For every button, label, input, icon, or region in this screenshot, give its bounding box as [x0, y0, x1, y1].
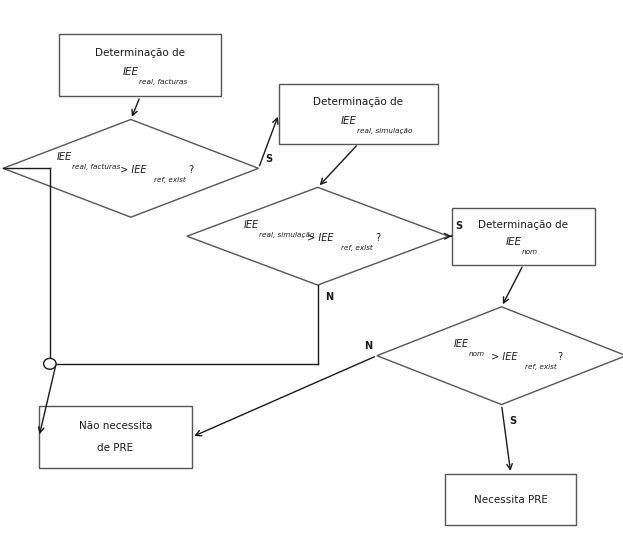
Text: IEE: IEE	[57, 151, 72, 162]
Text: > IEE: > IEE	[304, 232, 333, 243]
Text: Determinação de: Determinação de	[478, 220, 568, 230]
Bar	[59, 34, 221, 97]
Text: > IEE: > IEE	[488, 352, 517, 362]
Text: S: S	[455, 222, 462, 231]
Text: de PRE: de PRE	[97, 443, 133, 453]
Text: > IEE: > IEE	[117, 165, 146, 175]
Text: real, simulação: real, simulação	[357, 128, 412, 134]
Text: ref, exist: ref, exist	[525, 364, 556, 370]
Text: ref, exist: ref, exist	[154, 177, 186, 183]
Text: nom: nom	[522, 249, 538, 255]
Text: Necessita PRE: Necessita PRE	[474, 495, 548, 504]
Text: Determinação de: Determinação de	[95, 48, 185, 58]
Bar	[39, 406, 192, 468]
Text: ref, exist: ref, exist	[341, 245, 373, 251]
Text: ?: ?	[558, 352, 563, 362]
Text: real, facturas: real, facturas	[139, 79, 187, 85]
Text: real, facturas: real, facturas	[72, 164, 120, 170]
Text: S: S	[265, 154, 272, 163]
Text: N: N	[325, 292, 333, 302]
Polygon shape	[3, 119, 259, 217]
Text: N: N	[364, 341, 372, 351]
Text: real, simulação: real, simulação	[259, 232, 314, 238]
Text: nom: nom	[469, 351, 485, 357]
Text: IEE: IEE	[454, 339, 469, 349]
Text: ?: ?	[188, 165, 193, 175]
Bar	[452, 208, 595, 265]
Text: IEE: IEE	[244, 219, 259, 230]
Bar	[278, 84, 437, 144]
Polygon shape	[187, 187, 449, 285]
Text: IEE: IEE	[506, 237, 522, 247]
Text: Determinação de: Determinação de	[313, 97, 403, 107]
Text: S: S	[510, 416, 516, 426]
Text: ?: ?	[375, 232, 380, 243]
Circle shape	[44, 358, 56, 369]
Text: IEE: IEE	[123, 67, 139, 77]
Text: IEE: IEE	[341, 116, 357, 126]
Text: Não necessita: Não necessita	[78, 421, 152, 431]
Polygon shape	[377, 307, 623, 405]
Bar	[445, 473, 576, 526]
